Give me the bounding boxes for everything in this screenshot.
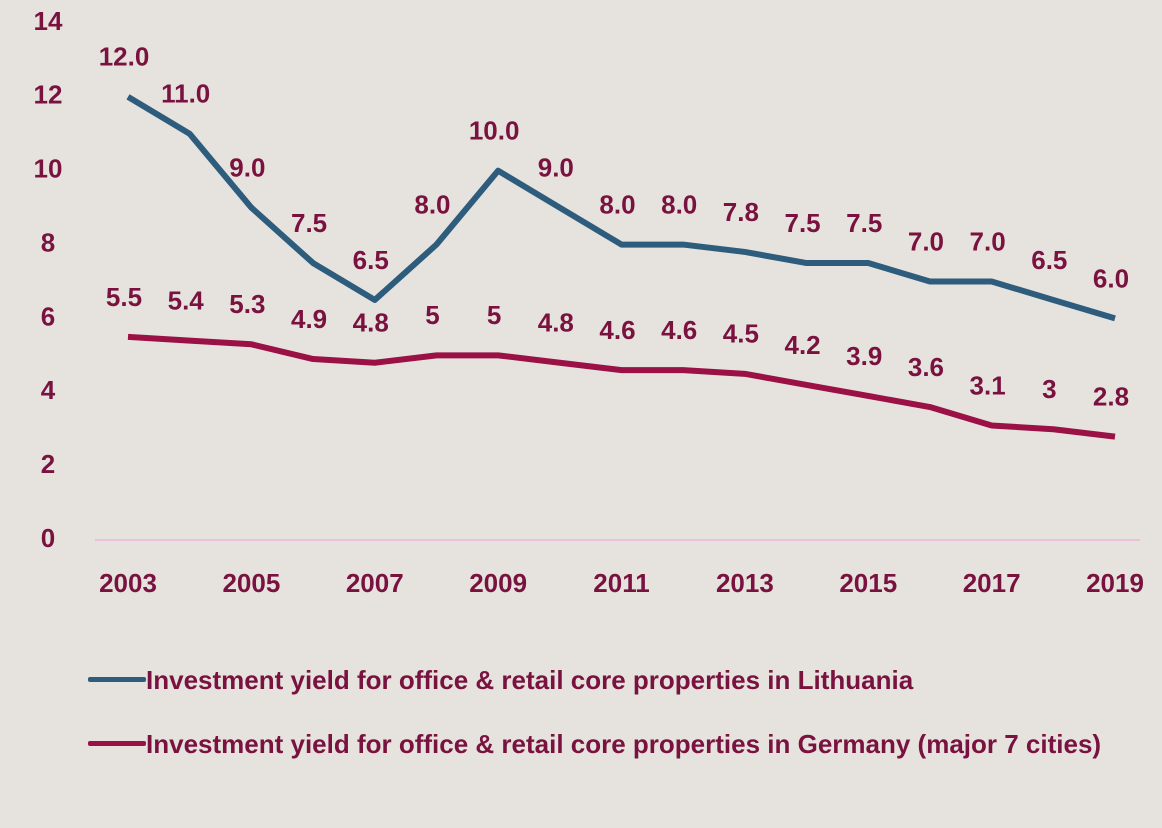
y-tick-label: 2: [41, 449, 55, 479]
data-label: 7.0: [908, 226, 944, 256]
data-label: 5: [425, 300, 439, 330]
x-tick-label: 2017: [963, 568, 1021, 598]
y-tick-label: 8: [41, 227, 55, 257]
data-label: 5.3: [229, 289, 265, 319]
x-tick-label: 2019: [1086, 568, 1144, 598]
x-tick-label: 2015: [839, 568, 897, 598]
y-tick-label: 0: [41, 523, 55, 553]
data-label: 2.8: [1093, 381, 1129, 411]
data-label: 7.0: [970, 226, 1006, 256]
data-label: 3.6: [908, 352, 944, 382]
legend-label: Investment yield for office & retail cor…: [146, 665, 914, 695]
data-label: 6.5: [1031, 245, 1067, 275]
data-label: 4.6: [599, 315, 635, 345]
legend-label: Investment yield for office & retail cor…: [146, 729, 1102, 759]
series-line: [126, 94, 1116, 322]
data-label: 10.0: [469, 116, 520, 146]
data-label: 9.0: [538, 153, 574, 183]
y-tick-label: 14: [34, 6, 63, 36]
x-tick-label: 2003: [99, 568, 157, 598]
x-tick-label: 2009: [469, 568, 527, 598]
data-label: 7.5: [846, 208, 882, 238]
data-label: 4.9: [291, 304, 327, 334]
data-label: 9.0: [229, 153, 265, 183]
data-label: 4.8: [538, 308, 574, 338]
y-tick-label: 10: [34, 154, 63, 184]
data-label: 8.0: [599, 189, 635, 219]
x-tick-label: 2013: [716, 568, 774, 598]
legend-swatch: [88, 741, 146, 746]
data-label: 4.8: [353, 308, 389, 338]
series-line: [127, 333, 1116, 440]
x-tick-label: 2011: [593, 568, 649, 598]
data-label: 4.6: [661, 315, 697, 345]
legend-item: Investment yield for office & retail cor…: [88, 662, 1136, 698]
data-label: 6.0: [1093, 263, 1129, 293]
data-label: 7.5: [784, 208, 820, 238]
data-label: 3: [1042, 374, 1056, 404]
y-tick-label: 4: [41, 375, 56, 405]
data-label: 6.5: [353, 245, 389, 275]
legend-swatch: [88, 677, 146, 682]
data-label: 12.0: [99, 42, 150, 72]
data-label: 5: [487, 300, 501, 330]
legend-item: Investment yield for office & retail cor…: [88, 726, 1136, 762]
data-label: 11.0: [161, 79, 210, 109]
data-label: 7.5: [291, 208, 327, 238]
x-tick-label: 2007: [346, 568, 404, 598]
data-label: 3.9: [846, 341, 882, 371]
data-label: 7.8: [723, 197, 759, 227]
data-label: 8.0: [661, 189, 697, 219]
y-tick-label: 6: [41, 301, 55, 331]
data-label: 5.4: [168, 285, 205, 315]
data-label: 4.2: [784, 330, 820, 360]
chart: 0 2 4 6 8 10 12 14 2003 2005 2007 2009 2011 2013 2015 2…: [34, 6, 1144, 598]
data-label: 8.0: [414, 189, 450, 219]
data-label: 5.5: [106, 282, 142, 312]
data-label: 3.1: [970, 370, 1006, 400]
data-label: 4.5: [723, 319, 759, 349]
x-tick-label: 2005: [222, 568, 280, 598]
y-tick-label: 12: [34, 80, 63, 110]
